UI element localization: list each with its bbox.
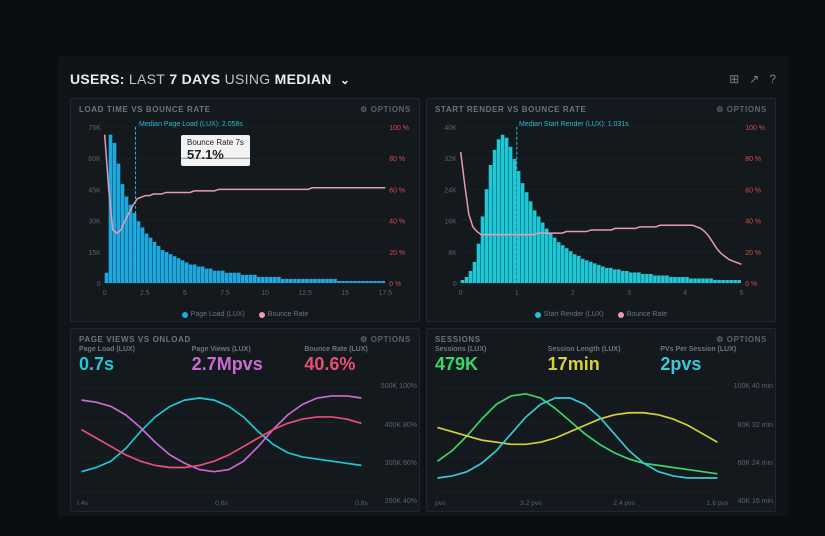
pageviews-chart: 0.4s 0.6s 0.8s xyxy=(77,383,413,506)
svg-text:40K: 40K xyxy=(444,125,457,132)
svg-text:4: 4 xyxy=(683,290,687,297)
svg-text:40 %: 40 % xyxy=(745,219,761,226)
svg-text:60 %: 60 % xyxy=(389,187,405,194)
svg-text:0: 0 xyxy=(97,281,101,288)
panel-loadtime: LOAD TIME VS BOUNCE RATE OPTIONS Median … xyxy=(70,98,420,322)
sessions-chart: 4 pvs 3.2 pvs 2.4 pvs 1.6 pvs xyxy=(433,383,769,506)
svg-text:3: 3 xyxy=(627,290,631,297)
loadtime-chart: 75K 60K 45K 30K 15K 0 100 % 80 % 60 % 40 % 20 % 0 %… xyxy=(77,119,413,297)
svg-text:0: 0 xyxy=(103,290,107,297)
metric: Sessions (LUX)479K xyxy=(435,346,542,375)
svg-text:0 %: 0 % xyxy=(389,281,401,288)
legend-item: Page Load (LUX) xyxy=(182,311,245,318)
svg-text:8K: 8K xyxy=(448,250,457,257)
svg-text:3.2 pvs: 3.2 pvs xyxy=(520,500,542,506)
legend-item: Bounce Rate xyxy=(618,311,667,318)
svg-text:100 %: 100 % xyxy=(745,125,765,132)
svg-text:75K: 75K xyxy=(88,125,101,132)
metric: Bounce Rate (LUX)40.6% xyxy=(304,346,411,375)
svg-text:20 %: 20 % xyxy=(389,250,405,257)
chevron-down-icon[interactable]: ⌄ xyxy=(340,73,350,87)
panel-startrender: START RENDER VS BOUNCE RATE OPTIONS Medi… xyxy=(426,98,776,322)
svg-text:30K: 30K xyxy=(88,219,101,226)
svg-text:100 %: 100 % xyxy=(389,125,409,132)
svg-text:12.5: 12.5 xyxy=(298,290,312,297)
share-icon[interactable]: ↗ xyxy=(749,72,759,86)
legend-item: Start Render (LUX) xyxy=(535,311,604,318)
options-button[interactable]: OPTIONS xyxy=(716,105,767,114)
svg-text:17.5: 17.5 xyxy=(379,290,393,297)
panel-title: PAGE VIEWS VS ONLOAD xyxy=(79,335,191,344)
svg-text:1: 1 xyxy=(515,290,519,297)
panel-title: START RENDER VS BOUNCE RATE xyxy=(435,105,586,114)
svg-text:0: 0 xyxy=(453,281,457,288)
page-title: USERS: LAST 7 DAYS USING MEDIAN ⌄ xyxy=(70,71,350,87)
panel-sessions: SESSIONS OPTIONS Sessions (LUX)479KSessi… xyxy=(426,328,776,512)
svg-text:16K: 16K xyxy=(444,219,457,226)
svg-text:60 %: 60 % xyxy=(745,187,761,194)
svg-text:0.8s: 0.8s xyxy=(355,500,368,506)
panel-pageviews: PAGE VIEWS VS ONLOAD OPTIONS Page Load (… xyxy=(70,328,420,512)
svg-text:5: 5 xyxy=(739,290,743,297)
options-button[interactable]: OPTIONS xyxy=(360,105,411,114)
svg-text:5: 5 xyxy=(183,290,187,297)
svg-text:15K: 15K xyxy=(88,250,101,257)
panel-title: LOAD TIME VS BOUNCE RATE xyxy=(79,105,211,114)
svg-text:40 %: 40 % xyxy=(389,219,405,226)
svg-text:0.6s: 0.6s xyxy=(215,500,228,506)
svg-text:15: 15 xyxy=(341,290,349,297)
svg-text:2.5: 2.5 xyxy=(140,290,150,297)
svg-text:0: 0 xyxy=(459,290,463,297)
svg-text:2.4 pvs: 2.4 pvs xyxy=(613,500,635,506)
svg-text:0.4s: 0.4s xyxy=(77,500,88,506)
svg-text:2: 2 xyxy=(571,290,575,297)
metric: Page Views (LUX)2.7Mpvs xyxy=(192,346,299,375)
svg-text:4 pvs: 4 pvs xyxy=(433,500,446,506)
svg-text:20 %: 20 % xyxy=(745,250,761,257)
legend-item: Bounce Rate xyxy=(259,311,308,318)
svg-text:7.5: 7.5 xyxy=(220,290,230,297)
metric: PVs Per Session (LUX)2pvs xyxy=(660,346,767,375)
startrender-chart: 40K 32K 24K 16K 8K 0 100 % 80 % 60 % 40 % 20 % 0 % 0… xyxy=(433,119,769,297)
svg-text:32K: 32K xyxy=(444,156,457,163)
metric: Session Length (LUX)17min xyxy=(548,346,655,375)
svg-text:1.6 pvs: 1.6 pvs xyxy=(707,500,729,506)
svg-text:60K: 60K xyxy=(88,156,101,163)
svg-text:80 %: 80 % xyxy=(389,156,405,163)
display-icon[interactable]: ⊞ xyxy=(729,72,739,86)
svg-text:80 %: 80 % xyxy=(745,156,761,163)
options-button[interactable]: OPTIONS xyxy=(360,335,411,344)
metric: Page Load (LUX)0.7s xyxy=(79,346,186,375)
panel-title: SESSIONS xyxy=(435,335,481,344)
svg-text:24K: 24K xyxy=(444,187,457,194)
svg-text:10: 10 xyxy=(261,290,269,297)
options-button[interactable]: OPTIONS xyxy=(716,335,767,344)
svg-text:0 %: 0 % xyxy=(745,281,757,288)
help-icon[interactable]: ? xyxy=(769,72,776,86)
svg-text:45K: 45K xyxy=(88,187,101,194)
